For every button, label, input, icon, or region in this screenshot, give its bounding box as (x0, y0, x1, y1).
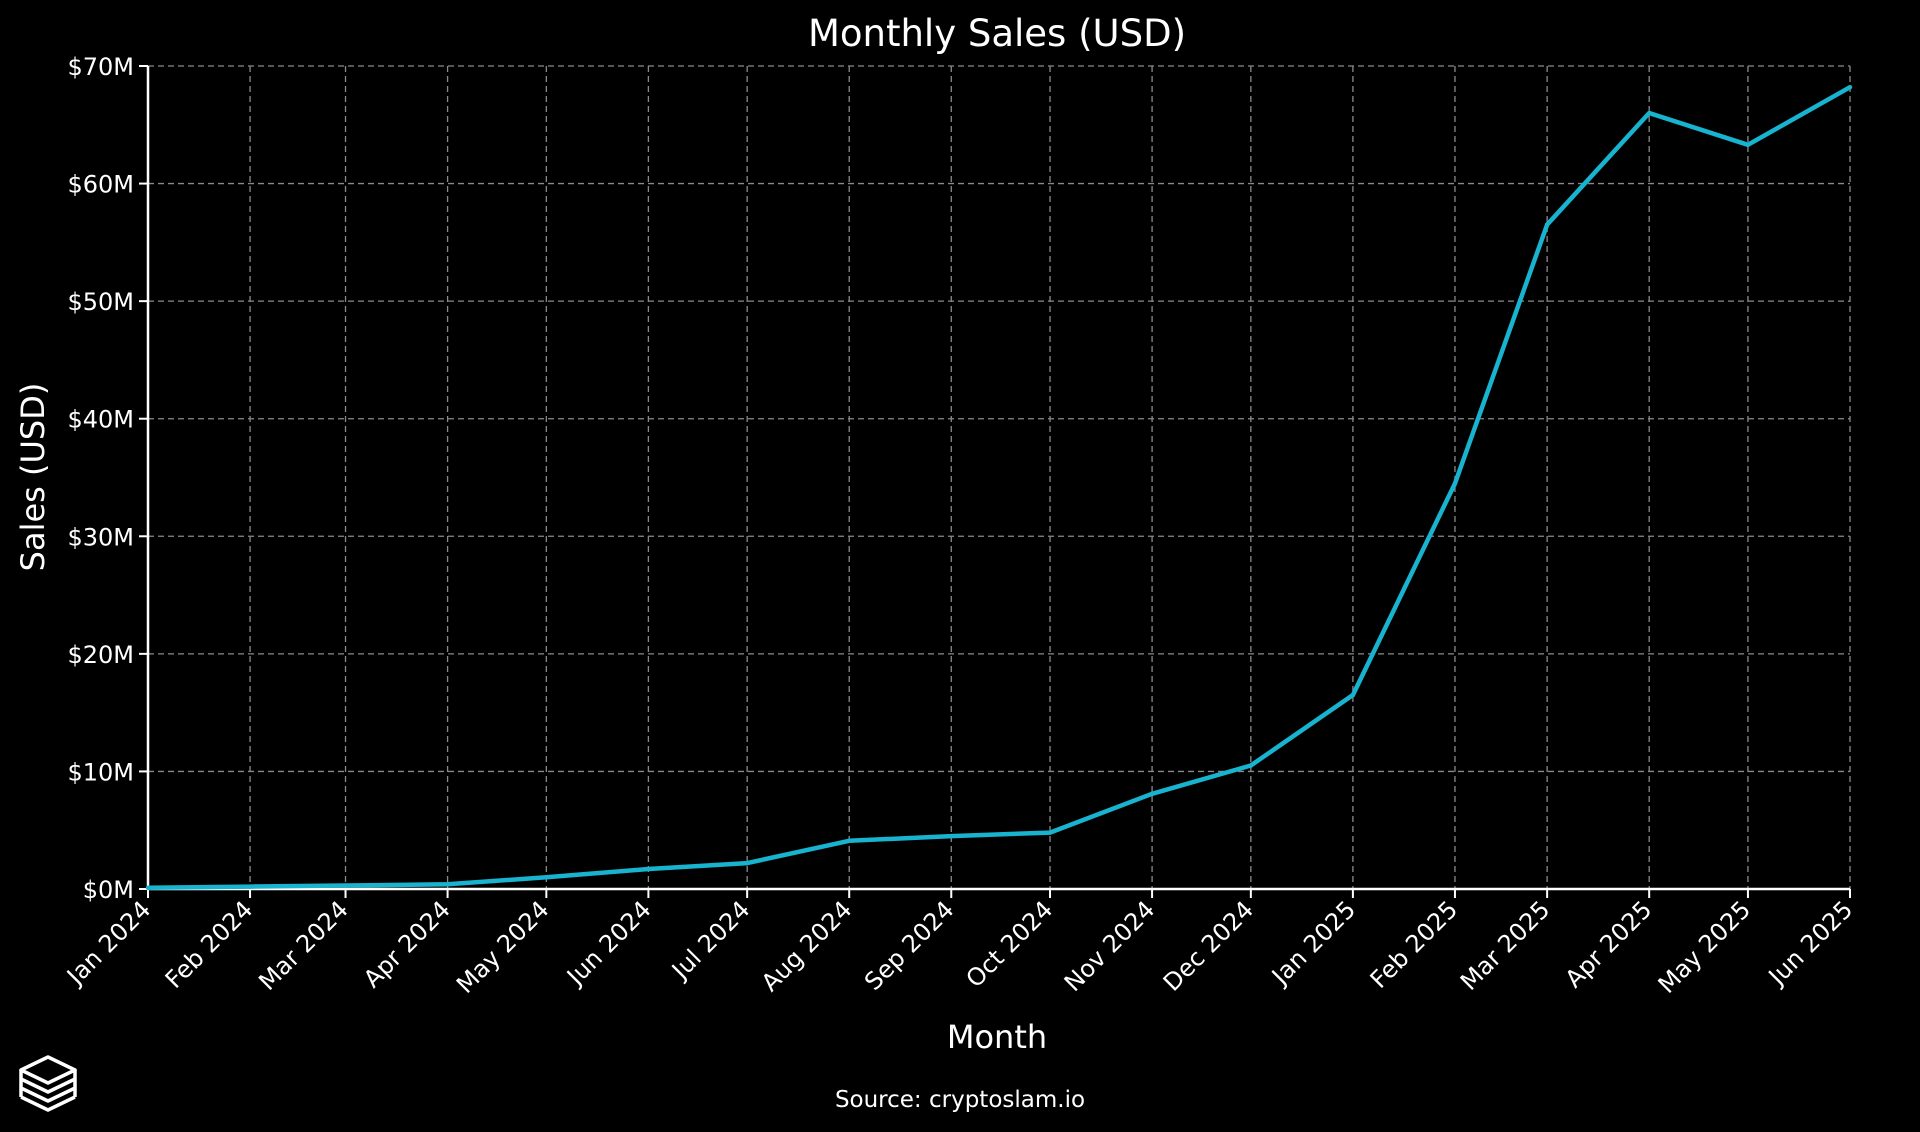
y-tick-label: $30M (67, 523, 134, 551)
data-point (247, 884, 253, 889)
y-tick-label: $0M (83, 876, 134, 904)
chart-title: Monthly Sales (USD) (808, 12, 1186, 55)
data-point (145, 885, 151, 891)
source-label: Source: cryptoslam.io (835, 1087, 1085, 1113)
data-point (646, 866, 651, 872)
data-point (1452, 481, 1458, 486)
series-layer (145, 84, 1853, 891)
stacked-layers-logo-icon (19, 1055, 77, 1112)
data-point (343, 883, 348, 888)
y-tick-label: $50M (67, 288, 134, 316)
data-point (1047, 830, 1053, 835)
data-point (1544, 222, 1550, 227)
data-point (744, 860, 750, 866)
data-point (544, 875, 549, 880)
data-point (1149, 791, 1155, 796)
data-point (445, 882, 450, 887)
y-tick-label: $60M (67, 171, 134, 199)
data-point (1847, 84, 1853, 90)
data-point (847, 838, 852, 843)
data-point (1646, 110, 1652, 116)
sales-series-line (147, 85, 1852, 891)
data-point (1350, 692, 1356, 698)
data-point (949, 833, 954, 839)
axes (139, 65, 1851, 898)
x-axis-label: Month (947, 1018, 1047, 1056)
grid-lines (147, 65, 1851, 890)
y-axis-label: Sales (USD) (14, 383, 52, 572)
y-tick-label: $10M (67, 758, 134, 786)
y-tick-label: $40M (67, 406, 134, 434)
y-tick-label: $70M (67, 53, 134, 81)
data-point (1745, 142, 1751, 147)
data-point (1248, 763, 1254, 768)
y-tick-label: $20M (67, 641, 134, 669)
